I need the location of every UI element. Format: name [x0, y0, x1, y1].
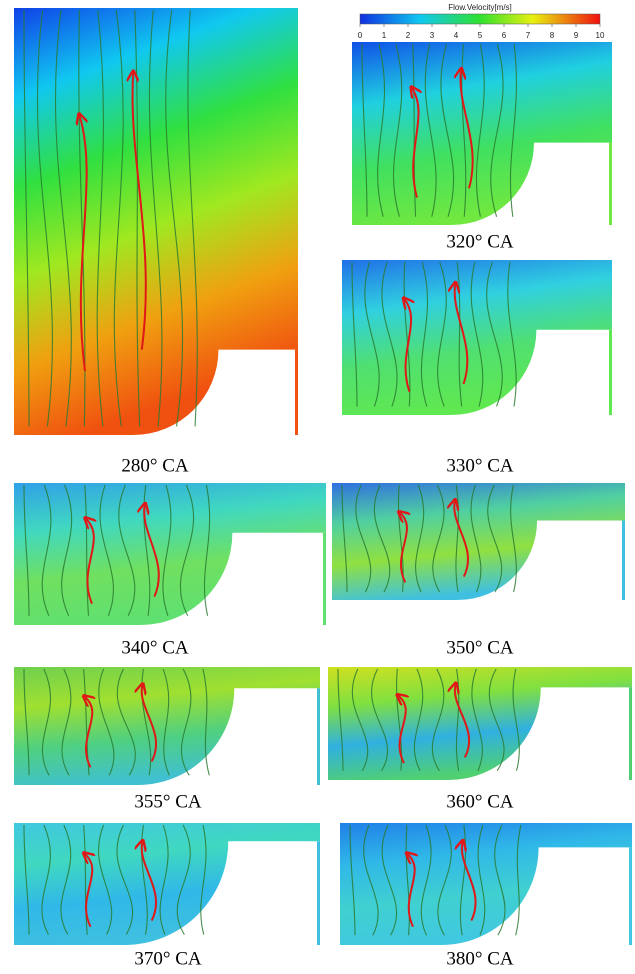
flow-domain	[328, 667, 632, 780]
panel-caption: 340° CA	[121, 637, 189, 658]
valve-strip	[295, 350, 298, 435]
figure: Flow.Velocity[m/s] 0 1 2 3 4 5 6 7 8 9 10 280° CA 32…	[0, 0, 635, 974]
valve-strip	[317, 688, 320, 785]
panel: 320° CA	[352, 42, 612, 252]
panel-caption: 330° CA	[446, 455, 514, 476]
panel: 355° CA	[14, 667, 320, 812]
valve-strip	[323, 533, 326, 625]
panel-caption: 280° CA	[121, 455, 189, 476]
panel-caption: 320° CA	[446, 231, 514, 252]
valve-strip	[317, 841, 320, 945]
colorbar-title: Flow.Velocity[m/s]	[448, 3, 512, 12]
panel: 330° CA	[342, 260, 612, 476]
flow-domain	[332, 483, 625, 600]
valve-strip	[622, 520, 625, 600]
panel: 350° CA	[332, 483, 625, 658]
panel: 370° CA	[14, 823, 320, 969]
valve-strip	[629, 687, 632, 780]
colorbar-tick-label: 0	[358, 31, 363, 40]
colorbar-tick-label: 4	[454, 31, 459, 40]
valve-strip	[609, 143, 612, 225]
colorbar-tick-label: 7	[526, 31, 531, 40]
colorbar-tick-label: 8	[550, 31, 555, 40]
flow-domain	[352, 42, 612, 225]
colorbar-tick-label: 3	[430, 31, 435, 40]
panel-caption: 370° CA	[134, 948, 202, 969]
panel: 280° CA	[14, 8, 298, 476]
panel: 380° CA	[340, 823, 632, 969]
valve-strip	[609, 330, 612, 415]
colorbar	[360, 14, 600, 24]
colorbar-tick-label: 9	[574, 31, 579, 40]
flow-domain	[340, 823, 632, 945]
colorbar-tick-label: 1	[382, 31, 387, 40]
valve-strip	[629, 847, 632, 945]
panel-caption: 360° CA	[446, 791, 514, 812]
colorbar-tick-label: 2	[406, 31, 411, 40]
colorbar-tick-label: 6	[502, 31, 507, 40]
panel: 340° CA	[14, 483, 326, 658]
colorbar-tick-label: 5	[478, 31, 483, 40]
panel-caption: 350° CA	[446, 637, 514, 658]
panel: 360° CA	[328, 667, 632, 812]
panel-caption: 355° CA	[134, 791, 202, 812]
colorbar-tick-label: 10	[596, 31, 605, 40]
panel-caption: 380° CA	[446, 948, 514, 969]
